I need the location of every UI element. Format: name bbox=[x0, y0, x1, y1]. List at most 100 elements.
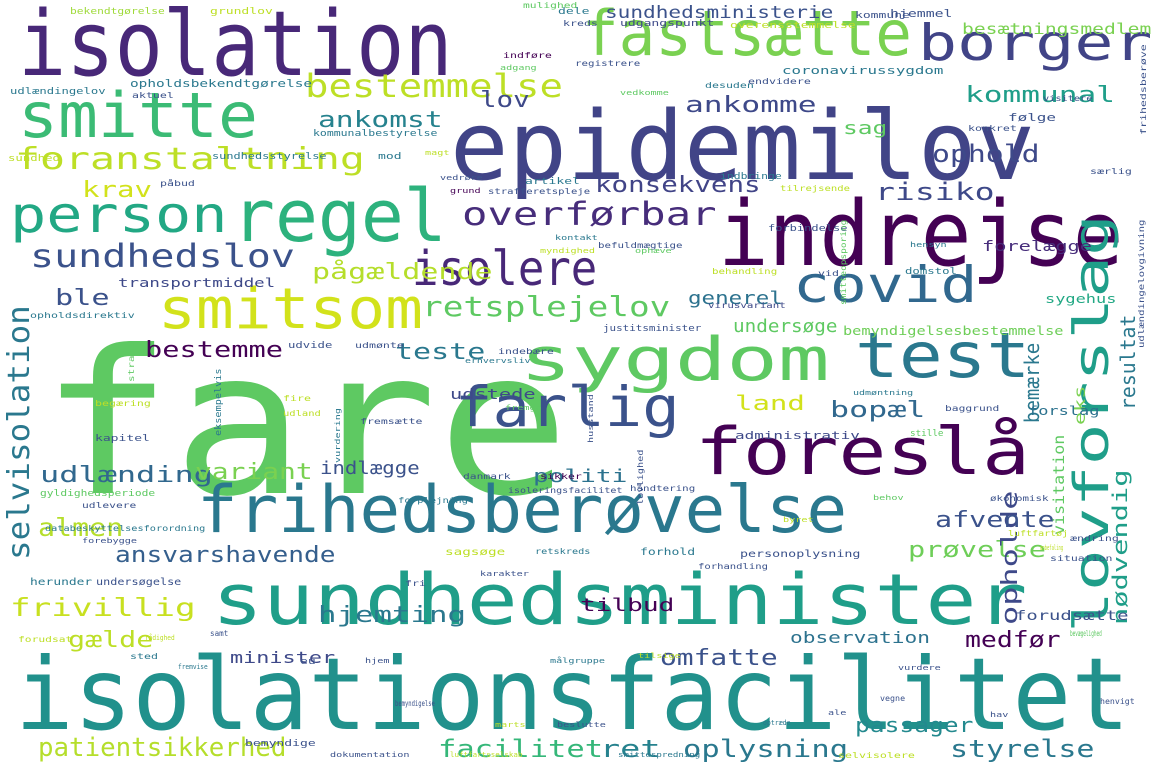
word-justitsminister: justitsminister bbox=[603, 324, 702, 334]
word-behov: behov bbox=[873, 494, 904, 502]
word-kapitel: kapitel bbox=[95, 434, 150, 444]
word-raadighed: rådighed bbox=[145, 634, 175, 642]
word-transportmiddel: transportmiddel bbox=[118, 276, 276, 290]
word-udmoentning: udmøntning bbox=[853, 389, 914, 397]
word-observation: observation bbox=[790, 628, 930, 647]
word-eksempelvis: eksempelvis bbox=[214, 368, 224, 436]
word-fremgaa: fremgå bbox=[505, 404, 542, 412]
word-konsekvens: konsekvens bbox=[595, 173, 761, 198]
word-bestemme: bestemme bbox=[145, 338, 283, 363]
word-sundhedsministerie: sundhedsministerie bbox=[605, 3, 834, 23]
word-sundhedsminister: sundhedsminister bbox=[212, 559, 1028, 641]
word-begaering: begæring bbox=[95, 399, 151, 408]
word-sundhedsstyrelse: sundhedsstyrelse bbox=[212, 152, 327, 162]
word-isolation: isolation bbox=[18, 0, 453, 97]
word-ophaeve: ophæve bbox=[635, 247, 672, 255]
word-baggrund: baggrund bbox=[945, 404, 1000, 413]
word-behandling: behandling bbox=[712, 267, 778, 276]
word-saerlig: særlig bbox=[1090, 167, 1132, 176]
word-fare: fare bbox=[40, 308, 570, 541]
word-ankomst: ankomst bbox=[318, 108, 443, 133]
word-samt: samt bbox=[210, 629, 229, 638]
word-situation: situation bbox=[1050, 554, 1113, 563]
word-foranstaltning: foranstaltning bbox=[15, 142, 365, 177]
word-kommune: kommune bbox=[855, 11, 910, 21]
word-bestemmelse: bestemmelse bbox=[305, 67, 563, 105]
word-desuden: desuden bbox=[705, 81, 754, 90]
word-henvigt: henvigt bbox=[1100, 697, 1135, 706]
word-myndighed: myndighed bbox=[540, 247, 596, 255]
word-kreds: kreds bbox=[563, 19, 598, 28]
word-borger: borger bbox=[918, 14, 1153, 72]
word-variant: variant bbox=[195, 460, 313, 485]
word-forbindelse: forbindelse bbox=[768, 224, 848, 234]
word-opholdsdirektiv: opholdsdirektiv bbox=[30, 311, 135, 320]
word-grund: grund bbox=[450, 187, 481, 195]
word-ale: ale bbox=[828, 709, 847, 717]
word-hensyn: hensyn bbox=[910, 241, 947, 249]
word-passager: passager bbox=[855, 713, 974, 737]
word-oekonomisk: økonomisk bbox=[990, 494, 1049, 503]
word-resultat: resultat bbox=[1116, 314, 1140, 410]
word-covid: covid bbox=[793, 256, 978, 314]
word-isolere: isolere bbox=[412, 241, 598, 297]
word-farlig: farlig bbox=[455, 375, 680, 439]
word-isoleringsfacilitet: isoleringsfacilitet bbox=[508, 486, 623, 495]
word-mulighed: mulighed bbox=[523, 1, 578, 10]
word-coronavirussygdom: coronavirussygdom bbox=[782, 64, 944, 77]
word-udlaendingelov: udlændingelov bbox=[10, 87, 106, 97]
word-administrativ: administrativ bbox=[735, 429, 860, 442]
word-vurdere: vurdere bbox=[898, 664, 941, 672]
word-dokumentation: dokumentation bbox=[330, 751, 410, 759]
word-personoplysning: personoplysning bbox=[740, 549, 861, 560]
word-stille: stille bbox=[910, 429, 944, 439]
word-udlevere: udlevere bbox=[82, 501, 137, 510]
word-ret: ret bbox=[600, 735, 661, 763]
word-sundhed: sundhed bbox=[8, 154, 60, 164]
word-straks: straks bbox=[127, 342, 136, 382]
word-forebygge: forebygge bbox=[82, 537, 138, 545]
word-herunder: herunder bbox=[30, 577, 93, 588]
word-styrelse: styrelse bbox=[950, 735, 1095, 763]
word-foreslaa: foreslå bbox=[695, 415, 1030, 490]
word-endvidere: endvidere bbox=[748, 77, 811, 86]
word-adgang: adgang bbox=[500, 64, 537, 72]
word-teste: teste bbox=[395, 340, 486, 365]
word-bemyndigelse: bemyndigelse bbox=[395, 699, 435, 708]
word-forelaegge: forelægge bbox=[982, 239, 1092, 255]
word-selvisolation: selvisolation bbox=[2, 305, 37, 560]
word-forhandling: forhandling bbox=[698, 562, 768, 571]
word-medfoer: medfør bbox=[965, 628, 1061, 653]
word-gaelde: gælde bbox=[68, 628, 154, 653]
word-retskreds: retskreds bbox=[535, 547, 591, 556]
word-indlaegge: indlægge bbox=[320, 458, 420, 479]
word-sagsoege: sagsøge bbox=[445, 547, 506, 558]
word-udmoente: udmønte bbox=[355, 341, 404, 350]
word-frihedsberoeve: frihedsberøve bbox=[1139, 44, 1148, 135]
word-forudsat: forudsat bbox=[18, 635, 73, 644]
word-proevelse: prøvelse bbox=[908, 538, 1046, 563]
word-danmark: danmark bbox=[463, 472, 511, 481]
word-sag: sag bbox=[843, 118, 888, 139]
word-luftfartsselskab: luftfartsselskab bbox=[450, 751, 523, 759]
word-forhold: forhold bbox=[640, 547, 696, 558]
word-magt: magt bbox=[425, 149, 450, 157]
word-kontakt: kontakt bbox=[555, 234, 598, 242]
word-udvide: udvide bbox=[288, 341, 333, 351]
word-sundhedslov: sundhedslov bbox=[30, 237, 295, 275]
word-tilsige: tilsige bbox=[638, 652, 681, 660]
word-mod: mod bbox=[378, 152, 402, 162]
word-vegne: vegne bbox=[880, 694, 906, 703]
word-risiko: risiko bbox=[875, 178, 995, 206]
word-gyldighedsperiode: gyldighedsperiode bbox=[40, 489, 156, 499]
word-besaetningsmedlem: besætningsmedlem bbox=[962, 20, 1152, 38]
word-sikker: sikker bbox=[540, 472, 582, 481]
word-patientsikkerhed: patientsikkerhed bbox=[38, 733, 287, 763]
word-fastsaette: fastsætte bbox=[582, 0, 912, 70]
word-smitsom: smitsom bbox=[158, 277, 424, 342]
word-frihedsberoevelse: frihedsberøvelse bbox=[197, 473, 848, 548]
word-lovlighed: lovlighed bbox=[636, 449, 645, 505]
word-minister: minister bbox=[230, 648, 336, 667]
word-eu: eu bbox=[300, 657, 316, 667]
word-vedroere: vedrøre bbox=[440, 174, 483, 182]
